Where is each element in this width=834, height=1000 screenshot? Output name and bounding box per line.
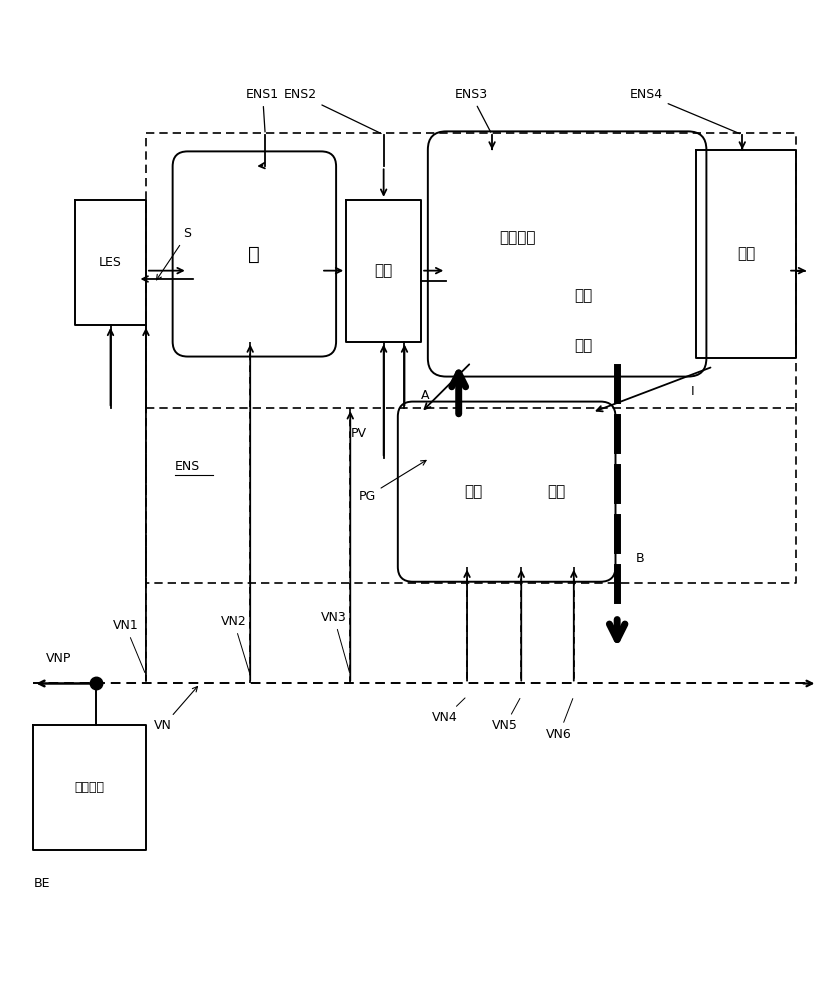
Text: ENS3: ENS3 <box>455 88 490 132</box>
Text: VN: VN <box>154 687 198 732</box>
Text: I: I <box>691 385 694 398</box>
Text: PG: PG <box>359 460 426 503</box>
Text: VN2: VN2 <box>221 615 249 672</box>
Text: VN6: VN6 <box>546 699 573 741</box>
Text: ENS4: ENS4 <box>630 88 740 134</box>
Text: PV: PV <box>350 427 366 440</box>
Text: VN3: VN3 <box>321 611 349 672</box>
Text: 胰腺: 胰腺 <box>465 484 482 499</box>
Text: A: A <box>421 389 430 402</box>
Text: VN5: VN5 <box>492 698 520 732</box>
Text: ENS: ENS <box>175 460 200 473</box>
Text: LES: LES <box>99 256 122 269</box>
Text: 结肠: 结肠 <box>737 246 756 261</box>
Text: ENS1: ENS1 <box>246 88 279 132</box>
Text: 幽门: 幽门 <box>374 263 393 278</box>
Text: 空肠: 空肠 <box>575 288 593 303</box>
Text: 阻滞电极: 阻滞电极 <box>75 781 104 794</box>
Text: VN4: VN4 <box>432 698 465 724</box>
Text: BE: BE <box>33 877 50 890</box>
Text: 回肠: 回肠 <box>575 338 593 353</box>
Text: S: S <box>157 227 192 280</box>
Text: 十二指肠: 十二指肠 <box>499 230 535 245</box>
Text: 胃: 胃 <box>249 244 260 263</box>
Text: VN1: VN1 <box>113 619 145 673</box>
Text: 胆囊: 胆囊 <box>548 484 565 499</box>
Text: ENS2: ENS2 <box>284 88 381 134</box>
Text: B: B <box>636 552 644 565</box>
Text: VNP: VNP <box>46 652 71 665</box>
